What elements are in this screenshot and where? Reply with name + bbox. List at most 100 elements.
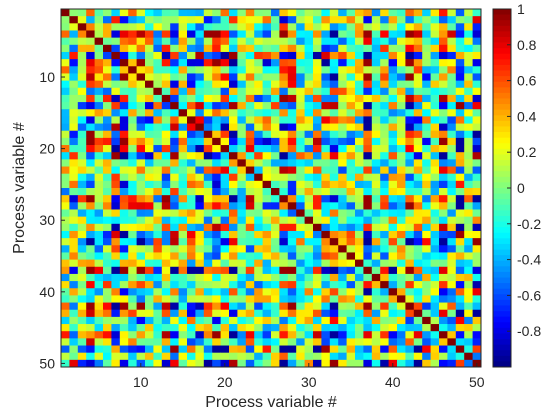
heatmap-cell bbox=[397, 159, 406, 167]
heatmap-cell bbox=[119, 166, 129, 175]
heatmap-cell bbox=[128, 216, 137, 225]
heatmap-cell bbox=[111, 23, 121, 31]
heatmap-cell bbox=[287, 245, 297, 253]
heatmap-cell bbox=[136, 109, 146, 117]
heatmap-cell bbox=[321, 302, 331, 311]
heatmap-cell bbox=[136, 338, 146, 346]
heatmap-cell bbox=[203, 130, 213, 139]
heatmap-cell bbox=[447, 37, 457, 46]
heatmap-cell bbox=[279, 195, 289, 203]
heatmap-cell bbox=[187, 302, 196, 311]
heatmap-cell bbox=[178, 302, 188, 311]
heatmap-cell bbox=[413, 359, 423, 368]
heatmap-cell bbox=[203, 66, 213, 74]
heatmap-cell bbox=[86, 23, 95, 31]
heatmap-cell bbox=[145, 173, 154, 182]
heatmap-cell bbox=[380, 209, 389, 218]
heatmap-cell bbox=[170, 281, 179, 289]
heatmap-cell bbox=[397, 230, 406, 239]
heatmap-cell bbox=[187, 245, 196, 253]
heatmap-cell bbox=[439, 145, 448, 153]
heatmap-cell bbox=[195, 209, 205, 218]
heatmap-cell bbox=[430, 331, 440, 339]
heatmap-cell bbox=[371, 159, 381, 167]
heatmap-cell bbox=[178, 109, 188, 117]
heatmap-cell bbox=[380, 87, 389, 96]
heatmap-cell bbox=[304, 59, 314, 67]
heatmap-cell bbox=[472, 295, 482, 303]
heatmap-cell bbox=[380, 37, 389, 46]
heatmap-cell bbox=[447, 30, 457, 39]
heatmap-cell bbox=[254, 195, 263, 203]
heatmap-cell bbox=[455, 137, 465, 146]
heatmap-cell bbox=[422, 345, 431, 354]
heatmap-cell bbox=[296, 66, 305, 74]
heatmap-cell bbox=[77, 345, 87, 354]
heatmap-cell bbox=[346, 302, 356, 311]
heatmap-cell bbox=[153, 345, 163, 354]
colorbar-swatch bbox=[493, 120, 511, 127]
heatmap-cell bbox=[472, 266, 482, 275]
heatmap-cell bbox=[321, 51, 331, 60]
heatmap-cell bbox=[212, 116, 221, 124]
heatmap-cell bbox=[338, 173, 347, 182]
heatmap-cell bbox=[136, 166, 146, 175]
heatmap-cell bbox=[455, 123, 465, 132]
heatmap-cell bbox=[371, 252, 381, 260]
heatmap-cell bbox=[271, 209, 280, 218]
heatmap-cell bbox=[245, 51, 255, 60]
heatmap-cell bbox=[405, 137, 415, 146]
heatmap-cell bbox=[170, 159, 179, 167]
heatmap-cell bbox=[103, 259, 112, 268]
heatmap-cell bbox=[413, 281, 423, 289]
heatmap-cell bbox=[229, 166, 238, 175]
heatmap-cell bbox=[153, 137, 163, 146]
heatmap-cell bbox=[245, 188, 255, 196]
colorbar-swatch bbox=[493, 299, 511, 306]
heatmap-cell bbox=[413, 352, 423, 361]
heatmap-cell bbox=[237, 288, 247, 296]
heatmap-cell bbox=[153, 259, 163, 268]
heatmap-cell bbox=[153, 359, 163, 368]
heatmap-cell bbox=[296, 152, 305, 160]
heatmap-cell bbox=[464, 109, 473, 117]
heatmap-cell bbox=[413, 252, 423, 260]
heatmap-cell bbox=[287, 37, 297, 46]
heatmap-cell bbox=[313, 288, 322, 296]
heatmap-cell bbox=[380, 123, 389, 132]
heatmap-cell bbox=[363, 109, 373, 117]
heatmap-cell bbox=[271, 44, 280, 53]
heatmap-cell bbox=[136, 44, 146, 53]
heatmap-cell bbox=[296, 94, 305, 103]
heatmap-cell bbox=[203, 9, 213, 17]
heatmap-cell bbox=[103, 16, 112, 24]
heatmap-cell bbox=[430, 30, 440, 39]
heatmap-cell bbox=[329, 188, 339, 196]
heatmap-cell bbox=[128, 202, 137, 210]
heatmap-cell bbox=[355, 223, 364, 232]
heatmap-cell bbox=[338, 252, 347, 260]
heatmap-cell bbox=[304, 316, 314, 325]
heatmap-cell bbox=[447, 352, 457, 361]
heatmap-cell bbox=[245, 116, 255, 124]
colorbar-swatch bbox=[493, 137, 511, 144]
heatmap-cell bbox=[153, 116, 163, 124]
colorbar-swatch bbox=[493, 64, 511, 71]
heatmap-cell bbox=[338, 73, 347, 81]
heatmap-cell bbox=[472, 223, 482, 232]
heatmap-cell bbox=[145, 180, 154, 189]
heatmap-cell bbox=[111, 202, 121, 210]
heatmap-cell bbox=[136, 238, 146, 246]
heatmap-cell bbox=[203, 102, 213, 110]
heatmap-cell bbox=[61, 345, 70, 354]
heatmap-cell bbox=[86, 87, 95, 96]
heatmap-cell bbox=[136, 152, 146, 160]
heatmap-cell bbox=[388, 281, 398, 289]
heatmap-cell bbox=[187, 23, 196, 31]
heatmap-cell bbox=[279, 338, 289, 346]
heatmap-cell bbox=[61, 137, 70, 146]
heatmap-cell bbox=[86, 281, 95, 289]
heatmap-cell bbox=[69, 44, 79, 53]
heatmap-cell bbox=[195, 37, 205, 46]
heatmap-cell bbox=[245, 238, 255, 246]
